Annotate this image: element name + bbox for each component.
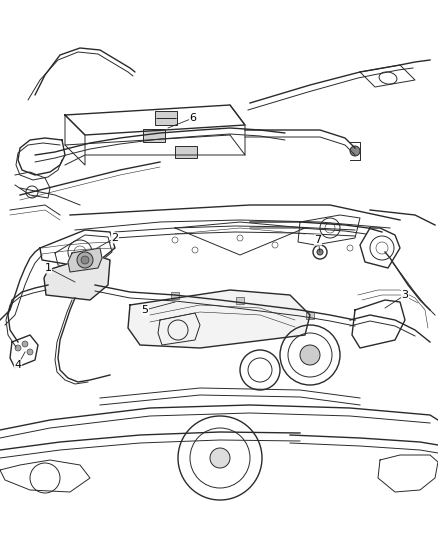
Circle shape (77, 252, 93, 268)
Text: 2: 2 (111, 233, 119, 243)
Text: 7: 7 (314, 235, 321, 245)
Circle shape (15, 345, 21, 351)
Circle shape (81, 256, 89, 264)
Polygon shape (44, 255, 110, 300)
Bar (306, 312, 314, 319)
Bar (171, 292, 179, 299)
Circle shape (22, 341, 28, 347)
Text: 5: 5 (141, 305, 148, 315)
Circle shape (210, 448, 230, 468)
Text: 3: 3 (402, 290, 409, 300)
Circle shape (27, 349, 33, 355)
Bar (236, 297, 244, 304)
Circle shape (317, 249, 323, 255)
Text: 1: 1 (45, 263, 52, 273)
Polygon shape (128, 290, 310, 348)
Polygon shape (68, 248, 102, 272)
Bar (175, 146, 197, 158)
Text: 6: 6 (190, 113, 197, 123)
Bar (143, 129, 165, 142)
Circle shape (350, 146, 360, 156)
Bar (155, 111, 177, 125)
Circle shape (300, 345, 320, 365)
Text: 4: 4 (14, 360, 21, 370)
